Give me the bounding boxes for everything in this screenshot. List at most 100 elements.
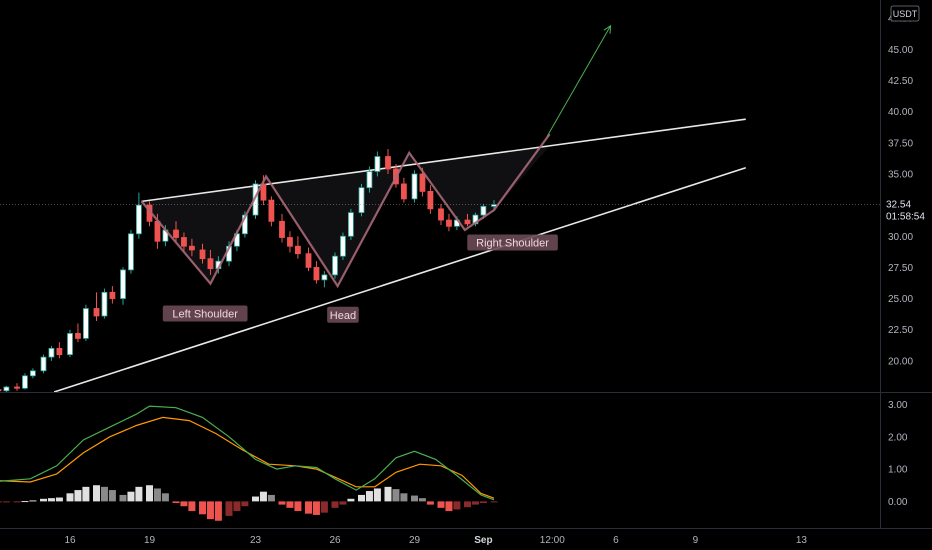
price-axis[interactable]: 20.0022.5025.0027.5030.0032.5035.0037.50… [880,0,932,528]
histogram-bar [55,497,63,502]
macd-histogram [0,485,498,521]
histogram-bar [206,501,214,520]
macd-pane[interactable] [0,405,498,521]
histogram-bar [365,491,373,502]
macd-tick-label: 1.00 [888,465,908,476]
macd-tick-label: 2.00 [888,432,908,443]
price-tick-label: 27.50 [888,263,913,274]
currency-label: USDT [893,9,918,19]
histogram-bar [445,501,453,512]
candle-body [135,204,142,235]
histogram-bar [490,501,498,503]
candle-body [101,291,108,317]
histogram-bar [153,488,161,502]
histogram-bar [278,501,286,505]
candle-body [199,249,206,260]
candle-body [173,229,179,238]
histogram-bar [74,490,82,502]
candle-body [120,269,126,299]
resistance-trendline[interactable] [141,118,746,203]
annotation-label: Left Shoulder [172,309,238,321]
price-tick-label: 25.00 [888,294,913,305]
trend-lines[interactable] [53,24,746,393]
histogram-bar [135,486,143,502]
macd-tick-label: 0.00 [888,497,908,508]
currency-badge[interactable] [890,5,920,22]
candle-body [154,220,161,242]
histogram-bar [347,498,355,502]
candle-body [419,173,426,192]
last-price-value: 32.54 [886,200,911,211]
pattern-polyline[interactable] [140,133,551,289]
candle-body [268,199,275,222]
last-price-tag: 32.54 01:58:54 [881,196,932,224]
macd-signal-line [0,416,495,499]
candle-body [287,237,293,247]
histogram-bar [373,488,381,502]
histogram-bar [241,501,249,507]
support-trendline[interactable] [53,166,746,393]
candle-body [67,333,73,356]
annotation-badge [467,234,558,251]
candle-body [347,212,354,237]
candle-body [464,219,471,225]
candle-body [321,274,328,281]
time-axis[interactable]: 16 19 23 26 29 Sep 12:00 6 9 13 [0,528,932,547]
histogram-bar [305,501,312,514]
histogram-bar [267,494,275,502]
price-pane[interactable]: Left Shoulder Head Right Shoulder [0,24,880,394]
histogram-bar [29,500,37,502]
candle-body [385,156,391,170]
candle-body [181,237,187,247]
histogram-bar [66,493,74,502]
histogram-bar [286,501,294,508]
histogram-bar [225,501,233,516]
histogram-bar [411,495,418,502]
histogram-bar [100,486,108,502]
histogram-bar [188,501,196,512]
histogram-bar [146,485,153,502]
candle-body [56,347,63,356]
candle-body [128,233,134,271]
histogram-bar [108,490,116,502]
histogram-bar [312,501,320,515]
target-arrow[interactable] [546,25,612,137]
price-tick-label: 42.50 [888,76,913,87]
histogram-bar [384,486,392,502]
time-tick-label: Sep [474,535,492,546]
candle-body [374,156,381,172]
head-shoulders-pattern[interactable] [140,133,551,289]
candle-body [305,253,312,268]
histogram-bar [119,494,127,502]
histogram-bar [252,496,259,502]
time-tick-label: 6 [613,535,619,546]
pattern-shaded-area [141,145,550,287]
time-tick-label: 29 [409,535,421,546]
candle-body [29,370,36,377]
histogram-bar [0,501,2,503]
histogram-bar [471,501,479,505]
candle-body [22,375,28,389]
candle-body [75,333,81,339]
annotation-label: Head [330,310,356,322]
histogram-bar [331,501,339,508]
price-tick-label: 22.50 [888,325,913,336]
price-tick-label: 20.00 [888,356,913,367]
candle-body [480,205,487,216]
histogram-bar [214,501,222,521]
histogram-bar [127,491,135,502]
histogram-bar [2,501,10,503]
price-tick-label: 30.00 [888,232,913,243]
candle-body [0,389,2,392]
annotation-badge [327,306,359,323]
time-tick-label: 12:00 [540,535,565,546]
annotation-badge [162,305,248,322]
time-tick-label: 13 [796,535,808,546]
candle-body [427,191,434,210]
candle-body [438,208,444,221]
candle-body [109,291,116,299]
candle-body [411,173,418,200]
time-tick-label: 26 [329,535,341,546]
histogram-bar [437,501,445,508]
